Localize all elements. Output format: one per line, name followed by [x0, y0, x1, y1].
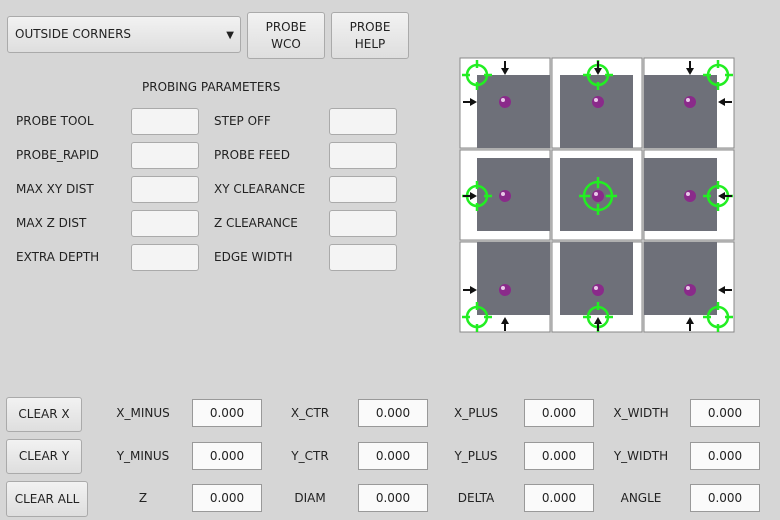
probe-target-icon[interactable] [462, 60, 492, 90]
param-input[interactable] [329, 108, 397, 135]
probe-arrow-icon [463, 192, 477, 200]
result-value: 0.000 [192, 399, 262, 427]
result-label: X_MINUS [116, 406, 170, 420]
probe-position-cell[interactable] [551, 241, 643, 333]
param-label: Z CLEARANCE [214, 216, 298, 230]
probe-ball-icon [684, 190, 696, 202]
result-value: 0.000 [192, 484, 262, 512]
result-value: 0.000 [690, 442, 760, 470]
probe-position-cell[interactable] [643, 149, 735, 241]
result-label: X_PLUS [454, 406, 498, 420]
param-label: EXTRA DEPTH [16, 250, 100, 264]
param-label: PROBE FEED [214, 148, 290, 162]
clear-all-button[interactable]: CLEAR ALL [6, 481, 88, 517]
result-label: Y_PLUS [454, 449, 498, 463]
probe-arrow-icon [463, 98, 477, 106]
probe-ball-icon [684, 284, 696, 296]
result-value: 0.000 [358, 399, 428, 427]
probe-ball-icon [499, 284, 511, 296]
probe-arrow-icon [686, 317, 694, 331]
probe-ball-icon [592, 96, 604, 108]
probe-position-cell[interactable] [459, 241, 551, 333]
result-label: DELTA [457, 491, 495, 505]
probe-wco-button[interactable]: PROBE WCO [247, 12, 325, 59]
param-input[interactable] [131, 142, 199, 169]
params-title: PROBING PARAMETERS [142, 80, 281, 94]
probe-arrow-icon [463, 286, 477, 294]
probe-arrow-icon [718, 286, 732, 294]
probe-ball-icon [592, 190, 604, 202]
probe-ball-icon [684, 96, 696, 108]
result-value: 0.000 [690, 484, 760, 512]
probe-target-icon[interactable] [579, 177, 617, 215]
result-value: 0.000 [358, 442, 428, 470]
probe-arrow-icon [718, 98, 732, 106]
result-label: ANGLE [620, 491, 662, 505]
probe-ball-icon [499, 96, 511, 108]
param-input[interactable] [131, 176, 199, 203]
clear-x-button[interactable]: CLEAR X [6, 397, 82, 432]
probe-ball-icon [499, 190, 511, 202]
probe-position-cell[interactable] [643, 241, 735, 333]
result-label: Y_WIDTH [613, 449, 669, 463]
result-value: 0.000 [524, 399, 594, 427]
param-input[interactable] [329, 176, 397, 203]
param-label: PROBE_RAPID [16, 148, 99, 162]
param-label: MAX Z DIST [16, 216, 87, 230]
result-label: Y_MINUS [116, 449, 170, 463]
probe-ball-icon [592, 284, 604, 296]
result-value: 0.000 [524, 442, 594, 470]
param-label: MAX XY DIST [16, 182, 94, 196]
probe-arrow-icon [501, 61, 509, 75]
param-input[interactable] [329, 210, 397, 237]
probe-position-cell[interactable] [551, 149, 643, 241]
result-label: X_CTR [290, 406, 330, 420]
result-label: Y_CTR [291, 449, 329, 463]
probe-arrow-icon [718, 192, 732, 200]
param-label: STEP OFF [214, 114, 271, 128]
probe-arrow-icon [686, 61, 694, 75]
probe-mode-select[interactable]: OUTSIDE CORNERS ▼ [7, 16, 241, 53]
result-value: 0.000 [192, 442, 262, 470]
probe-target-icon[interactable] [462, 302, 492, 332]
clear-y-button[interactable]: CLEAR Y [6, 439, 82, 474]
param-input[interactable] [329, 142, 397, 169]
result-value: 0.000 [358, 484, 428, 512]
probe-arrow-icon [594, 61, 602, 75]
probe-mode-value: OUTSIDE CORNERS [15, 27, 132, 41]
result-value: 0.000 [690, 399, 760, 427]
param-input[interactable] [131, 210, 199, 237]
param-input[interactable] [329, 244, 397, 271]
probe-help-button[interactable]: PROBE HELP [331, 12, 409, 59]
probe-position-grid [455, 55, 740, 343]
chevron-down-icon: ▼ [226, 30, 234, 41]
param-input[interactable] [131, 108, 199, 135]
probe-target-icon[interactable] [703, 302, 733, 332]
probe-target-icon[interactable] [703, 60, 733, 90]
param-input[interactable] [131, 244, 199, 271]
result-label: DIAM [294, 491, 326, 505]
result-label: Z [138, 491, 148, 505]
probe-arrow-icon [501, 317, 509, 331]
result-label: X_WIDTH [613, 406, 669, 420]
probe-arrow-icon [594, 317, 602, 331]
param-label: XY CLEARANCE [214, 182, 306, 196]
result-value: 0.000 [524, 484, 594, 512]
param-label: EDGE WIDTH [214, 250, 293, 264]
probe-position-cell[interactable] [643, 57, 735, 149]
param-label: PROBE TOOL [16, 114, 94, 128]
